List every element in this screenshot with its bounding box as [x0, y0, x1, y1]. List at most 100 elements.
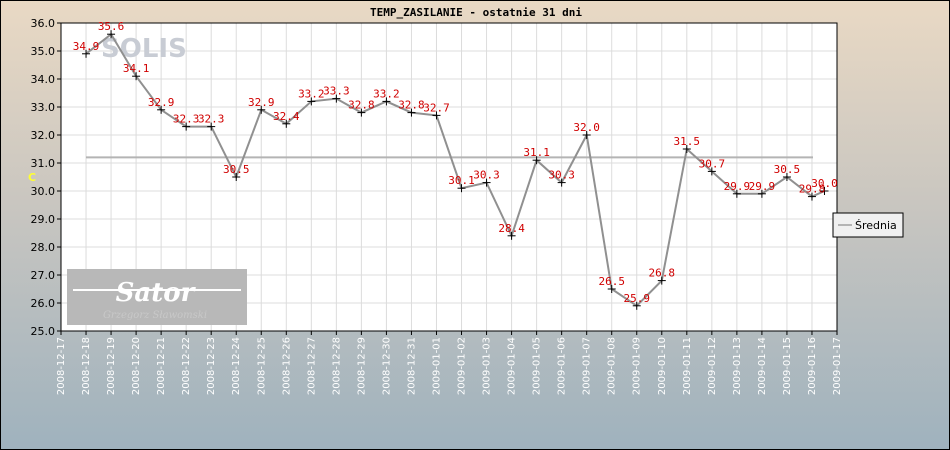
data-point-marker: [532, 156, 541, 165]
y-tick-label: 30.0: [31, 185, 56, 198]
data-point-marker: [757, 189, 766, 198]
data-point-marker: [407, 108, 416, 117]
sator-watermark-caption: Grzegorz Sławomski: [103, 310, 207, 321]
x-tick-label: 2008-12-22: [181, 337, 192, 395]
y-tick-label: 25.0: [31, 325, 56, 338]
x-tick-label: 2008-12-26: [281, 337, 292, 395]
data-label: 32.7: [423, 101, 450, 114]
sator-watermark: Sator Grzegorz Sławomski: [67, 269, 247, 325]
y-tick-label: 35.0: [31, 45, 56, 58]
x-tick-label: 2009-01-17: [832, 337, 843, 395]
data-label: 30.0: [811, 177, 838, 190]
x-tick-label: 2008-12-19: [106, 337, 117, 395]
x-tick-label: 2008-12-31: [406, 337, 417, 395]
x-tick-label: 2009-01-06: [557, 337, 568, 395]
data-label: 32.9: [148, 96, 175, 109]
x-tick-label: 2009-01-03: [482, 337, 493, 395]
data-point-marker: [132, 72, 141, 81]
legend-label-average: Średnia: [855, 219, 897, 232]
data-point-marker: [457, 184, 466, 193]
y-tick-label: 28.0: [31, 241, 56, 254]
y-tick-label: 29.0: [31, 213, 56, 226]
chart-title: TEMP_ZASILANIE - ostatnie 31 dni: [370, 6, 582, 19]
x-tick-label: 2008-12-28: [331, 337, 342, 395]
data-label: 34.1: [123, 62, 150, 75]
data-label: 31.5: [674, 135, 701, 148]
data-label: 25.9: [623, 292, 650, 305]
data-point-marker: [332, 94, 341, 103]
x-tick-label: 2009-01-15: [782, 337, 793, 395]
data-label: 32.8: [398, 99, 425, 112]
y-tick-label: 27.0: [31, 269, 56, 282]
data-point-marker: [707, 167, 716, 176]
data-point-marker: [107, 30, 116, 39]
data-label: 29.9: [724, 180, 751, 193]
x-tick-label: 2009-01-01: [431, 337, 442, 395]
x-tick-label: 2009-01-12: [707, 337, 718, 395]
x-tick-label: 2008-12-29: [356, 337, 367, 395]
data-label: 32.9: [248, 96, 275, 109]
data-label: 26.5: [598, 275, 625, 288]
data-point-marker: [157, 105, 166, 114]
x-tick-label: 2008-12-23: [206, 337, 217, 395]
data-label: 30.7: [699, 157, 726, 170]
data-labels: 34.935.634.132.932.332.330.532.932.433.2…: [73, 20, 838, 305]
data-label: 33.3: [323, 85, 350, 98]
x-tick-label: 2008-12-25: [256, 337, 267, 395]
data-label: 28.4: [498, 222, 525, 235]
data-point-marker: [682, 145, 691, 153]
data-point-marker: [582, 131, 591, 139]
x-tick-label: 2008-12-21: [156, 337, 167, 395]
data-point-marker: [820, 187, 829, 195]
data-point-marker: [632, 301, 641, 310]
x-tick-label: 2009-01-04: [507, 337, 518, 395]
x-tick-label: 2008-12-24: [231, 337, 242, 395]
data-label: 26.8: [649, 267, 676, 280]
data-point-marker: [732, 189, 741, 198]
x-tick-label: 2009-01-13: [732, 337, 743, 395]
solis-watermark: SOLIS: [101, 34, 187, 64]
sator-watermark-text: Sator: [116, 278, 197, 308]
y-tick-label: 26.0: [31, 297, 56, 310]
data-label: 32.4: [273, 110, 300, 123]
data-label: 29.8: [799, 183, 826, 196]
data-label: 34.9: [73, 40, 100, 53]
x-tick-label: 2008-12-27: [306, 337, 317, 395]
x-tick-label: 2009-01-05: [532, 337, 543, 395]
x-axis: 2008-12-17 2008-12-18 2008-12-19 2008-12-20…: [56, 330, 843, 395]
data-label: 32.8: [348, 99, 375, 112]
data-label: 30.3: [473, 169, 500, 182]
x-tick-label: 2009-01-08: [607, 337, 618, 395]
data-point-marker: [657, 276, 666, 285]
data-label: 30.5: [774, 163, 801, 176]
data-label: 32.3: [173, 113, 200, 126]
x-tick-label: 2009-01-16: [807, 337, 818, 395]
data-label: 35.6: [98, 20, 125, 33]
data-label: 33.2: [298, 87, 325, 100]
y-tick-label: 34.0: [31, 73, 56, 86]
data-markers: [82, 30, 829, 310]
data-point-marker: [357, 108, 366, 117]
data-point-marker: [207, 122, 216, 131]
data-point-marker: [182, 122, 191, 131]
x-tick-label: 2008-12-18: [81, 337, 92, 395]
data-point-marker: [807, 192, 816, 201]
data-label: 30.5: [223, 163, 250, 176]
y-axis-unit-label: C: [28, 171, 36, 184]
data-label: 31.1: [523, 146, 550, 159]
x-tick-label: 2008-12-17: [56, 337, 67, 395]
y-axis: 25.0 26.0 27.0 28.0 29.0 30.0 31.0 32.0 33.0 34.0…: [31, 17, 62, 338]
data-label: 32.0: [573, 121, 600, 134]
x-tick-label: 2009-01-09: [632, 337, 643, 395]
data-label: 30.1: [448, 174, 475, 187]
data-point-marker: [507, 231, 516, 240]
data-point-marker: [307, 97, 316, 106]
x-tick-label: 2008-12-30: [381, 337, 392, 395]
data-point-marker: [82, 49, 91, 58]
data-point-marker: [432, 111, 441, 120]
y-tick-label: 31.0: [31, 157, 56, 170]
x-tick-label: 2009-01-02: [457, 337, 468, 395]
x-tick-label: 2009-01-07: [582, 337, 593, 395]
